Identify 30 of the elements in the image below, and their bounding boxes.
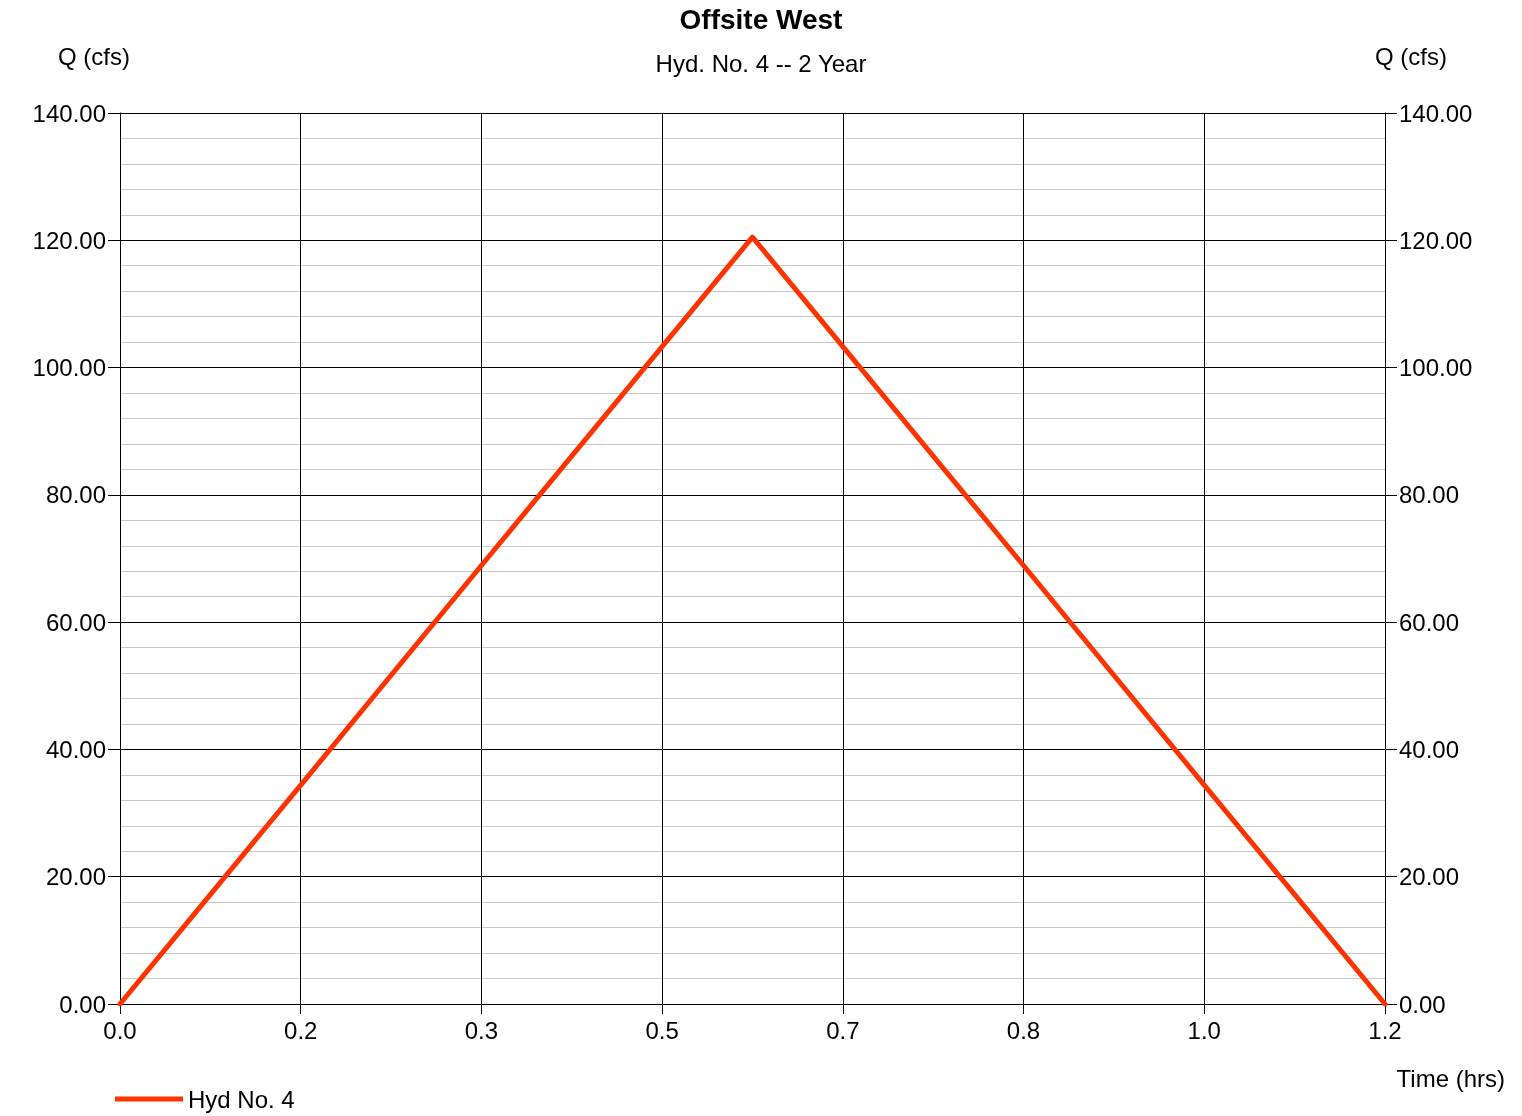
y2-tick-label: 0.00: [1399, 990, 1446, 1018]
legend-label: Hyd No. 4: [188, 1085, 295, 1113]
x-tick-label: 0.5: [645, 1016, 679, 1044]
x-tick-label: 1.2: [1368, 1016, 1402, 1044]
y2-tick-label: 80.00: [1399, 481, 1460, 509]
x-tick-label: 0.0: [103, 1016, 137, 1044]
chart-title: Offsite West: [679, 3, 843, 35]
x-tick-label: 0.8: [1006, 1016, 1041, 1044]
y-tick-label: 80.00: [45, 481, 106, 509]
y2-tick-label: 60.00: [1399, 608, 1460, 636]
x-tick-label: 0.7: [826, 1016, 860, 1044]
y-tick-label: 120.00: [32, 226, 106, 254]
y-tick-label: 40.00: [45, 735, 106, 763]
y-tick-label: 100.00: [32, 354, 106, 382]
y2-tick-label: 100.00: [1399, 354, 1473, 382]
y-tick-label: 20.00: [45, 863, 106, 891]
x-axis-title: Time (hrs): [1396, 1064, 1505, 1092]
y2-axis-title: Q (cfs): [1375, 42, 1447, 70]
x-tick-label: 1.0: [1187, 1016, 1221, 1044]
y-axis-title: Q (cfs): [58, 42, 130, 70]
y2-tick-label: 140.00: [1399, 99, 1473, 127]
y2-tick-label: 120.00: [1399, 226, 1473, 254]
x-tick-label: 0.2: [284, 1016, 318, 1044]
chart-subtitle: Hyd. No. 4 -- 2 Year: [655, 49, 867, 77]
y2-tick-label: 20.00: [1399, 863, 1460, 891]
y2-tick-label: 40.00: [1399, 735, 1460, 763]
y-tick-label: 60.00: [45, 608, 106, 636]
y-tick-label: 140.00: [32, 99, 106, 127]
x-tick-label: 0.3: [464, 1016, 499, 1044]
y-tick-label: 0.00: [59, 990, 106, 1018]
